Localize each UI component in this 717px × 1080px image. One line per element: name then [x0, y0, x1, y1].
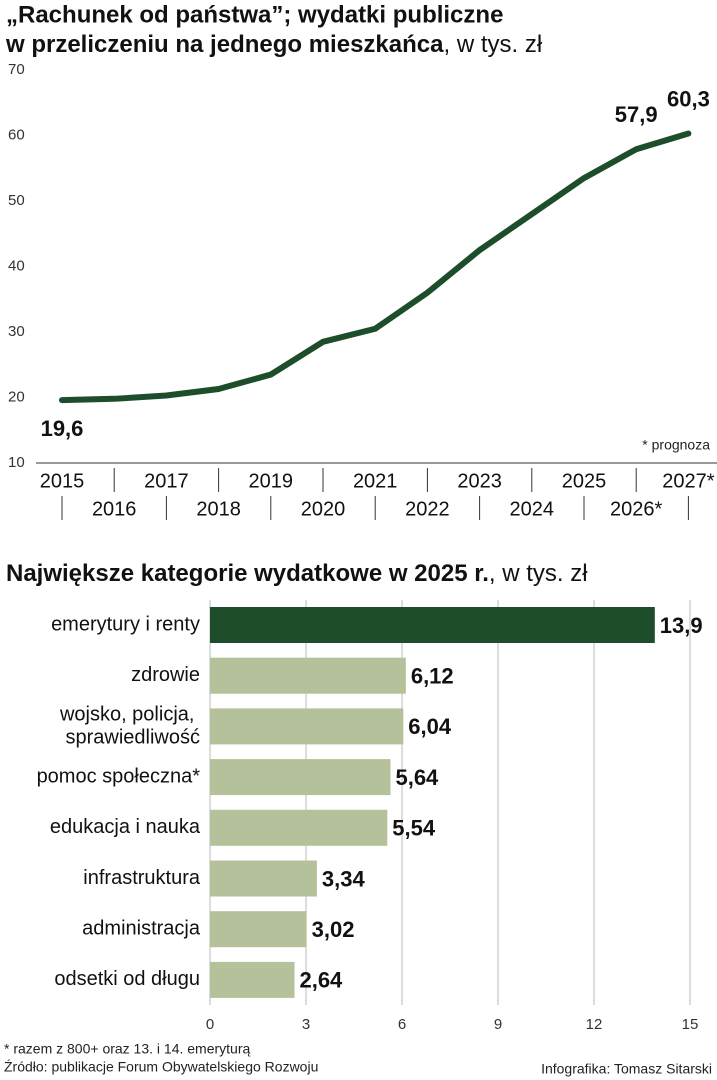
x-tick-label: 15 — [682, 1016, 699, 1033]
data-label: 6,04 — [408, 714, 452, 739]
x-tick-label: 2017 — [144, 470, 189, 492]
y-tick-label: zdrowie — [131, 664, 200, 686]
x-tick-label: 2027* — [662, 470, 714, 492]
chart-title: „Rachunek od państwa”; wydatki publiczne — [6, 1, 503, 28]
x-tick-label: 12 — [586, 1016, 603, 1033]
data-label: 19,6 — [41, 416, 84, 441]
bar — [210, 860, 317, 897]
x-tick-label: 2026* — [610, 498, 662, 520]
y-tick-label: 10 — [8, 454, 25, 471]
line — [59, 130, 692, 404]
y-tick-label: 70 — [8, 61, 25, 78]
y-tick-label: odsetki od długu — [54, 968, 200, 990]
y-tick-label: emerytury i renty — [51, 613, 200, 635]
data-label: 6,12 — [411, 664, 454, 689]
y-tick-label: 60 — [8, 126, 25, 143]
x-tick-label: 9 — [494, 1016, 502, 1033]
unit: , w tys. zł — [443, 31, 542, 58]
y-tick-label: administracja — [82, 917, 201, 939]
x-tick-label: 6 — [398, 1016, 406, 1033]
y-tick-label: 40 — [8, 257, 25, 274]
y-tick-label: wojsko, policja, sprawiedliwość — [59, 704, 200, 749]
chart-title-line: Największe kategorie wydatkowe w 2025 r.… — [6, 560, 588, 587]
data-label: 5,64 — [395, 765, 439, 790]
x-tick-label: 2021 — [353, 470, 398, 492]
bar — [210, 759, 391, 796]
bar — [210, 809, 388, 846]
credit: Infografika: Tomasz Sitarski — [541, 1061, 712, 1077]
footnote: * razem z 800+ oraz 13. i 14. emeryturą — [4, 1041, 250, 1057]
x-tick-label: 2018 — [196, 498, 241, 520]
x-tick-label: 2016 — [92, 498, 137, 520]
y-tick-label: edukacja i nauka — [50, 816, 201, 838]
x-tick-label: 2023 — [457, 470, 502, 492]
bar — [210, 708, 404, 745]
unit: , w tys. zł — [489, 560, 588, 587]
data-label: 3,02 — [312, 917, 355, 942]
x-tick-label: 0 — [206, 1016, 214, 1033]
y-tick-label: 30 — [8, 323, 25, 340]
bar — [210, 911, 307, 948]
annotation: * prognoza — [642, 437, 710, 453]
bar — [210, 607, 655, 643]
source: Źródło: publikacje Forum Obywatelskiego … — [4, 1059, 318, 1075]
data-label: 13,9 — [660, 613, 703, 638]
data-label: 57,9 — [615, 102, 658, 127]
chart-title: w przeliczeniu na jednego mieszkańca — [5, 31, 444, 58]
x-tick-label: 2019 — [249, 470, 294, 492]
y-tick-label: 20 — [8, 388, 25, 405]
data-label: 3,34 — [322, 866, 366, 891]
chart-title-line: w przeliczeniu na jednego mieszkańca, w … — [5, 31, 543, 58]
data-label: 2,64 — [299, 968, 343, 993]
data-label: 60,3 — [667, 86, 710, 111]
x-tick-label: 2025 — [562, 470, 607, 492]
label-line: sprawiedliwość — [66, 727, 201, 749]
x-tick-label: 2022 — [405, 498, 450, 520]
x-tick-label: 2024 — [510, 498, 555, 520]
y-tick-label: infrastruktura — [83, 867, 201, 889]
x-tick-label: 3 — [302, 1016, 310, 1033]
chart-title: Największe kategorie wydatkowe w 2025 r. — [6, 560, 489, 587]
y-tick-label: 50 — [8, 192, 25, 209]
bar — [210, 657, 406, 694]
y-tick-label: pomoc społeczna* — [37, 765, 201, 787]
label-line: wojsko, policja, — [59, 704, 200, 726]
x-tick-label: 2020 — [301, 498, 346, 520]
data-label: 5,54 — [392, 816, 436, 841]
x-tick-label: 2015 — [40, 470, 85, 492]
bar — [210, 961, 295, 998]
